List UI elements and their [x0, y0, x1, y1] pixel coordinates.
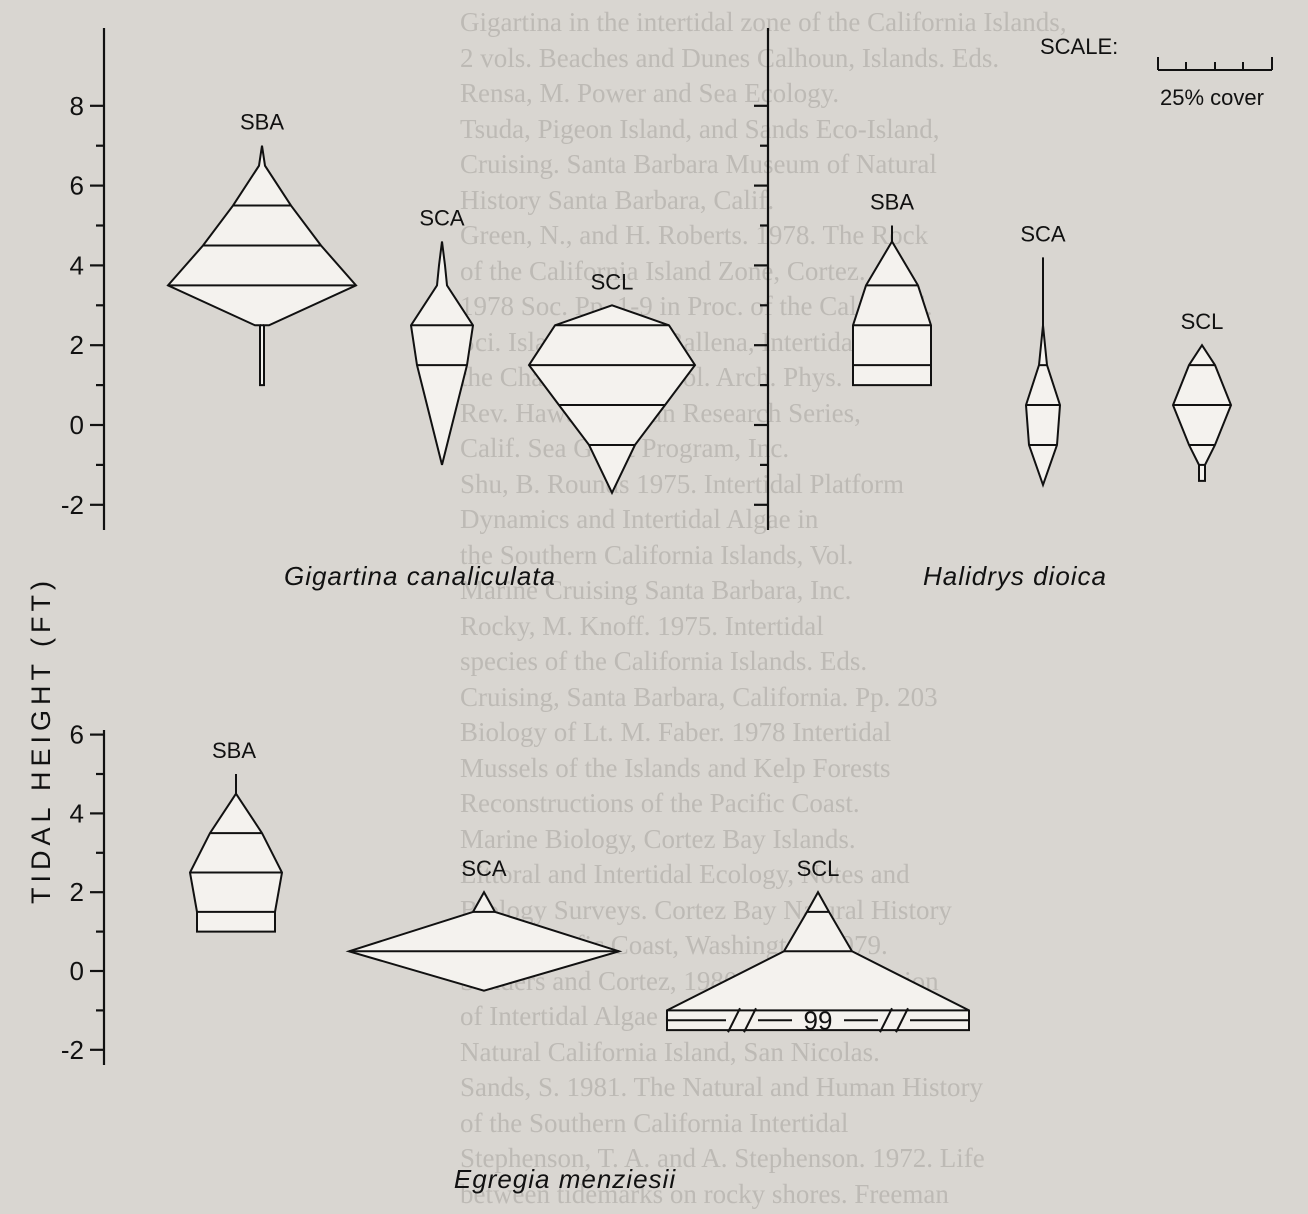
site-label: SCA	[1020, 221, 1066, 246]
break-mark	[879, 1007, 909, 1033]
kite-scl	[1171, 343, 1233, 482]
site-label: SCL	[591, 269, 634, 294]
scale-ruler	[1157, 57, 1273, 71]
site-label: SBA	[212, 738, 256, 763]
kite-sca	[345, 890, 623, 992]
species-label: Halidrys dioica	[923, 561, 1107, 591]
y-tick-label: 2	[70, 877, 84, 907]
site-label: SBA	[240, 110, 284, 135]
site-label: SCL	[797, 856, 840, 881]
kite-sba	[852, 225, 932, 387]
y-tick-label: 8	[70, 91, 84, 121]
y-tick-label: 0	[70, 956, 84, 986]
kite-sba	[188, 774, 284, 933]
scale-caption: 25% cover	[1160, 85, 1264, 110]
kite-sba	[166, 145, 358, 387]
kite-sca	[409, 241, 475, 466]
y-tick-label: 6	[70, 720, 84, 750]
y-axis-title: TIDAL HEIGHT (FT)	[26, 576, 56, 904]
y-tick-label: 0	[70, 410, 84, 440]
site-label: SCA	[419, 205, 465, 230]
species-label: Gigartina canaliculata	[284, 561, 556, 591]
y-tick-label: 4	[70, 798, 84, 828]
species-label: Egregia menziesii	[454, 1164, 676, 1194]
break-mark	[727, 1007, 757, 1033]
y-tick-label: -2	[61, 490, 84, 520]
site-label: SCL	[1181, 309, 1224, 334]
y-tick-label: 4	[70, 250, 84, 280]
site-label: SCA	[461, 856, 507, 881]
kite-scl	[527, 304, 697, 496]
y-tick-label: 2	[70, 330, 84, 360]
site-label: SBA	[870, 190, 914, 215]
y-tick-label: 6	[70, 171, 84, 201]
kite-scl	[666, 890, 970, 1032]
y-tick-label: -2	[61, 1035, 84, 1065]
scale-bar: SCALE: 25% cover	[1040, 34, 1273, 110]
kite-sca	[1024, 257, 1062, 488]
kite-annotation: 99	[804, 1005, 833, 1035]
scale-label: SCALE:	[1040, 34, 1118, 59]
